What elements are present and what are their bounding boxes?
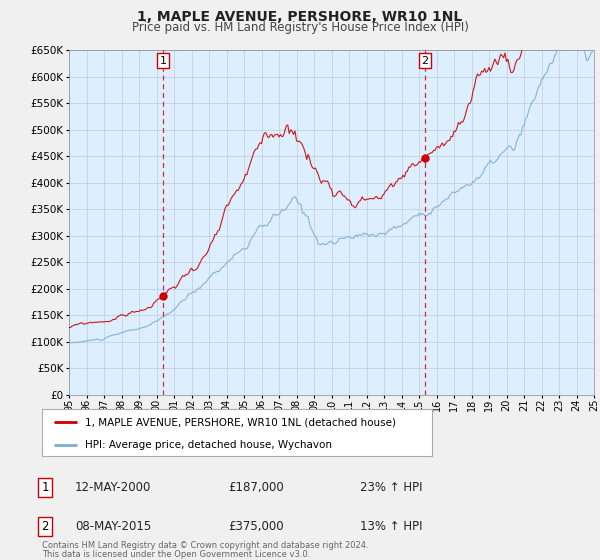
Text: 1, MAPLE AVENUE, PERSHORE, WR10 1NL (detached house): 1, MAPLE AVENUE, PERSHORE, WR10 1NL (det… — [85, 417, 396, 427]
Text: This data is licensed under the Open Government Licence v3.0.: This data is licensed under the Open Gov… — [42, 550, 310, 559]
Text: 1, MAPLE AVENUE, PERSHORE, WR10 1NL: 1, MAPLE AVENUE, PERSHORE, WR10 1NL — [137, 10, 463, 24]
Text: HPI: Average price, detached house, Wychavon: HPI: Average price, detached house, Wych… — [85, 440, 332, 450]
Text: 1: 1 — [160, 55, 166, 66]
Text: 08-MAY-2015: 08-MAY-2015 — [75, 520, 151, 533]
Text: 13% ↑ HPI: 13% ↑ HPI — [360, 520, 422, 533]
Text: 2: 2 — [422, 55, 428, 66]
Text: Price paid vs. HM Land Registry's House Price Index (HPI): Price paid vs. HM Land Registry's House … — [131, 21, 469, 34]
Text: 12-MAY-2000: 12-MAY-2000 — [75, 480, 151, 494]
Text: 23% ↑ HPI: 23% ↑ HPI — [360, 480, 422, 494]
Text: £375,000: £375,000 — [228, 520, 284, 533]
Text: Contains HM Land Registry data © Crown copyright and database right 2024.: Contains HM Land Registry data © Crown c… — [42, 541, 368, 550]
Text: 1: 1 — [41, 480, 49, 494]
Text: £187,000: £187,000 — [228, 480, 284, 494]
Text: 2: 2 — [41, 520, 49, 533]
